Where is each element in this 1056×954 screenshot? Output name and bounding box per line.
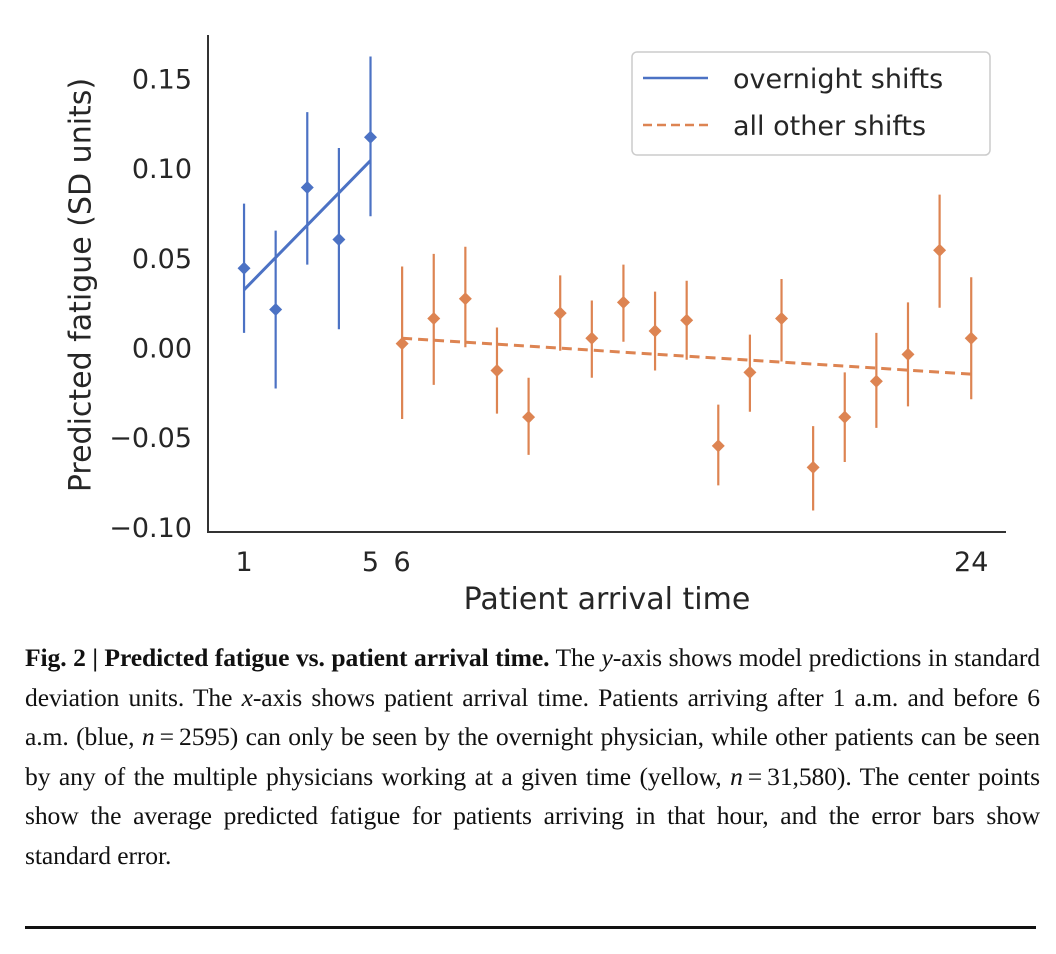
- data-point: [364, 130, 378, 144]
- caption-n-variable: n: [141, 722, 155, 751]
- data-point: [711, 439, 725, 453]
- caption-text: -axis shows patient arrival time. Patien…: [25, 682, 1040, 752]
- x-tick-label: 6: [394, 547, 411, 578]
- caption-text: The: [549, 643, 602, 672]
- caption-x-variable: x: [241, 682, 253, 712]
- data-point: [838, 410, 852, 424]
- data-point: [427, 311, 441, 325]
- y-tick-label: 0.15: [132, 64, 192, 95]
- y-tick-label: 0.05: [132, 244, 192, 275]
- series-all-other-shifts: [395, 194, 978, 511]
- data-point: [522, 410, 536, 424]
- figure-caption: Fig. 2 | Predicted fatigue vs. patient a…: [25, 638, 1040, 875]
- y-tick-label: −0.05: [109, 423, 192, 454]
- data-point: [490, 364, 504, 378]
- axes-spines: [207, 35, 1006, 533]
- caption-text: = 31,580). The center points show the av…: [25, 761, 1040, 870]
- data-point: [585, 331, 599, 345]
- y-axis-label: Predicted fatigue (SD units): [64, 78, 99, 492]
- caption-label: Fig. 2 | Predicted fatigue vs. patient a…: [25, 643, 550, 672]
- x-tick-labels: 1 5 6 24: [235, 547, 988, 578]
- data-point: [553, 306, 567, 320]
- x-axis-label: Patient arrival time: [464, 582, 751, 617]
- chart: 0.15 0.10 0.05 0.00 −0.05 −0.10 1 5 6 24 Predict…: [64, 35, 1006, 617]
- data-point: [616, 295, 630, 309]
- data-point: [395, 337, 409, 351]
- x-tick-label: 5: [362, 547, 379, 578]
- caption-text: = 2595) can only be seen by the overnigh…: [25, 722, 1040, 791]
- legend-frame: [631, 51, 991, 156]
- x-tick-label: 24: [954, 547, 988, 578]
- series-overnight-shifts: [237, 56, 378, 389]
- trend-line: [242, 159, 372, 291]
- x-tick-label: 1: [235, 547, 252, 578]
- caption-text: -axis shows model predictions in standar…: [25, 643, 1040, 712]
- y-tick-label: 0.10: [132, 154, 192, 185]
- data-point: [901, 347, 915, 361]
- legend-label-other: all other shifts: [733, 111, 926, 142]
- data-point: [332, 233, 346, 247]
- data-point: [806, 460, 820, 474]
- plot-area: [237, 56, 978, 511]
- data-point: [458, 292, 472, 306]
- data-point: [964, 331, 978, 345]
- caption-n-variable: n: [730, 761, 743, 791]
- data-point: [775, 311, 789, 325]
- legend: overnight shifts all other shifts: [631, 51, 991, 156]
- data-point: [869, 374, 883, 388]
- data-point: [269, 303, 283, 317]
- caption-divider: [25, 926, 1036, 929]
- y-tick-label: −0.10: [109, 513, 192, 544]
- caption-y-variable: y: [601, 643, 613, 672]
- legend-label-overnight: overnight shifts: [733, 64, 943, 95]
- y-tick-label: 0.00: [132, 333, 192, 364]
- data-point: [648, 324, 662, 338]
- data-point: [680, 313, 694, 327]
- data-point: [933, 243, 947, 257]
- data-point: [743, 365, 757, 379]
- data-point: [237, 261, 251, 275]
- y-tick-labels: 0.15 0.10 0.05 0.00 −0.05 −0.10: [109, 64, 192, 544]
- data-point: [300, 181, 314, 195]
